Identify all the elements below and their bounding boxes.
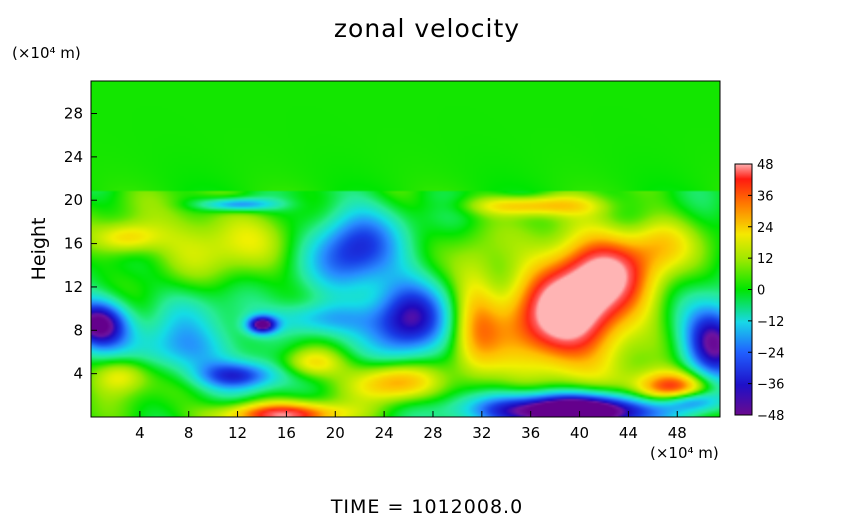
colorbar-tick-label: −36	[757, 378, 784, 393]
x-tick-label: 8	[184, 424, 194, 442]
colorbar-tick-label: 36	[757, 189, 774, 204]
colorbar-tick-label: 0	[757, 284, 765, 299]
x-tick-label: 4	[135, 424, 145, 442]
x-tick-label: 12	[228, 424, 247, 442]
x-tick-label: 20	[326, 424, 345, 442]
y-tick-label: 28	[64, 105, 83, 123]
colorbar-tick-label: −12	[757, 315, 784, 330]
y-tick-label: 24	[64, 148, 83, 166]
time-readout: TIME = 1012008.0	[330, 496, 524, 518]
x-axis-unit: (×10⁴ m)	[650, 444, 719, 462]
x-tick-label: 24	[375, 424, 394, 442]
colorbar-tick-label: −24	[757, 346, 784, 361]
x-tick-label: 36	[521, 424, 540, 442]
velocity-field	[91, 81, 720, 417]
colorbar-tick-label: 24	[757, 221, 774, 236]
x-tick-label: 40	[570, 424, 589, 442]
y-tick-label: 20	[64, 191, 83, 209]
x-tick-label: 48	[668, 424, 687, 442]
y-tick-label: 12	[64, 278, 83, 296]
x-tick-label: 16	[277, 424, 296, 442]
plot-frame	[90, 80, 721, 418]
chart-title: zonal velocity	[333, 14, 521, 43]
y-tick-label: 16	[64, 235, 83, 253]
y-tick-label: 4	[73, 365, 83, 383]
x-tick-label: 28	[423, 424, 442, 442]
x-tick-label: 32	[472, 424, 491, 442]
x-tick-label: 44	[619, 424, 638, 442]
colorbar-tick-label: 48	[757, 158, 774, 173]
y-axis-unit: (×10⁴ m)	[12, 44, 81, 62]
colorbar-tick-label: −48	[757, 409, 784, 424]
colorbar-tick-label: 12	[757, 252, 774, 267]
y-tick-label: 8	[73, 321, 83, 339]
